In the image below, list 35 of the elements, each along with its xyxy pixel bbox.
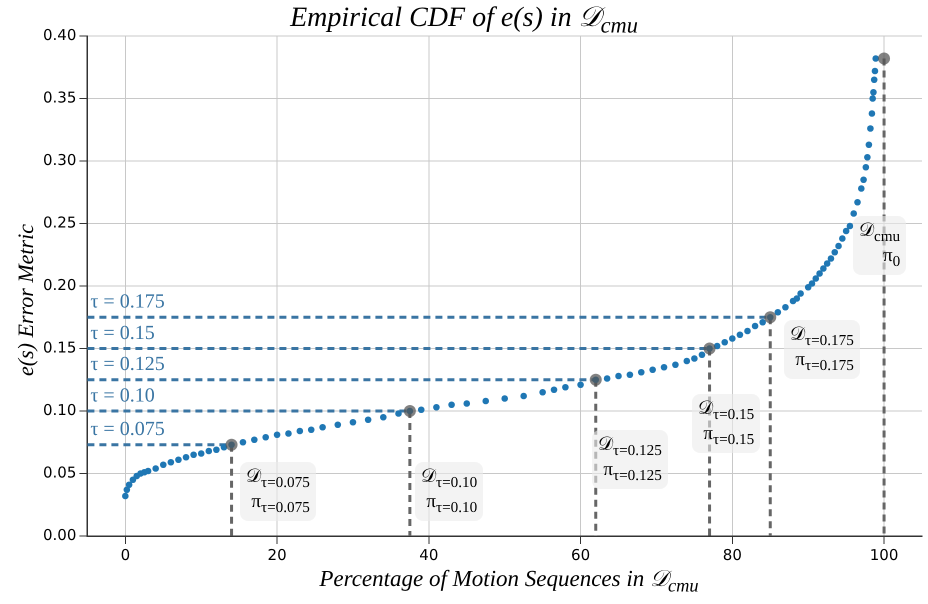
y-tick-label: 0.40 [42, 26, 76, 44]
annotation: 𝒟$_{cmu}$ π$_{0}$ [853, 216, 906, 275]
x-tick-label: 20 [268, 546, 287, 564]
annotation: 𝒟$_{τ=0.075}$ π$_{τ=0.075}$ [240, 462, 316, 521]
chart-title: Empirical CDF of e(s) in 𝒟$_{cmu}$ [290, 2, 638, 38]
series-label: τ = 0.125 [90, 353, 165, 375]
point [704, 342, 716, 354]
x-tick-label: 40 [419, 546, 438, 564]
series-label: τ = 0.10 [90, 384, 155, 406]
x-tick-label: 60 [571, 546, 590, 564]
y-axis-title: e(s) Error Metric [13, 224, 39, 376]
y-tick-label: 0.25 [42, 213, 76, 232]
annotation: 𝒟$_{τ=0.125}$ π$_{τ=0.125}$ [592, 430, 668, 489]
series-label: τ = 0.075 [90, 418, 165, 440]
annotation: 𝒟$_{τ=0.175}$ π$_{τ=0.175}$ [784, 320, 860, 379]
y-tick-label: 0.05 [42, 463, 76, 482]
y-tick-label: 0.10 [42, 400, 76, 419]
y-tick-label: 0.30 [42, 150, 76, 169]
point [764, 311, 776, 324]
y-tick-label: 0.00 [42, 526, 76, 544]
x-tick-label: 80 [722, 546, 742, 564]
point [404, 405, 416, 417]
series-label: τ = 0.15 [90, 322, 155, 344]
y-tick-label: 0.20 [42, 276, 76, 294]
x-tick-label: 0 [120, 546, 130, 564]
y-tick-label: 0.15 [42, 338, 76, 356]
x-tick-label: 100 [870, 546, 898, 564]
point [226, 438, 238, 451]
point [878, 52, 890, 64]
series-label: τ = 0.175 [90, 290, 165, 312]
annotation: 𝒟$_{τ=0.10}$ π$_{τ=0.10}$ [415, 462, 484, 521]
y-tick-label: 0.35 [42, 88, 76, 106]
x-axis-title: Percentage of Motion Sequences in 𝒟$_{cmu}$ [318, 566, 700, 597]
annotation: 𝒟$_{τ=0.15}$ π$_{τ=0.15}$ [692, 394, 760, 453]
point [590, 374, 602, 386]
